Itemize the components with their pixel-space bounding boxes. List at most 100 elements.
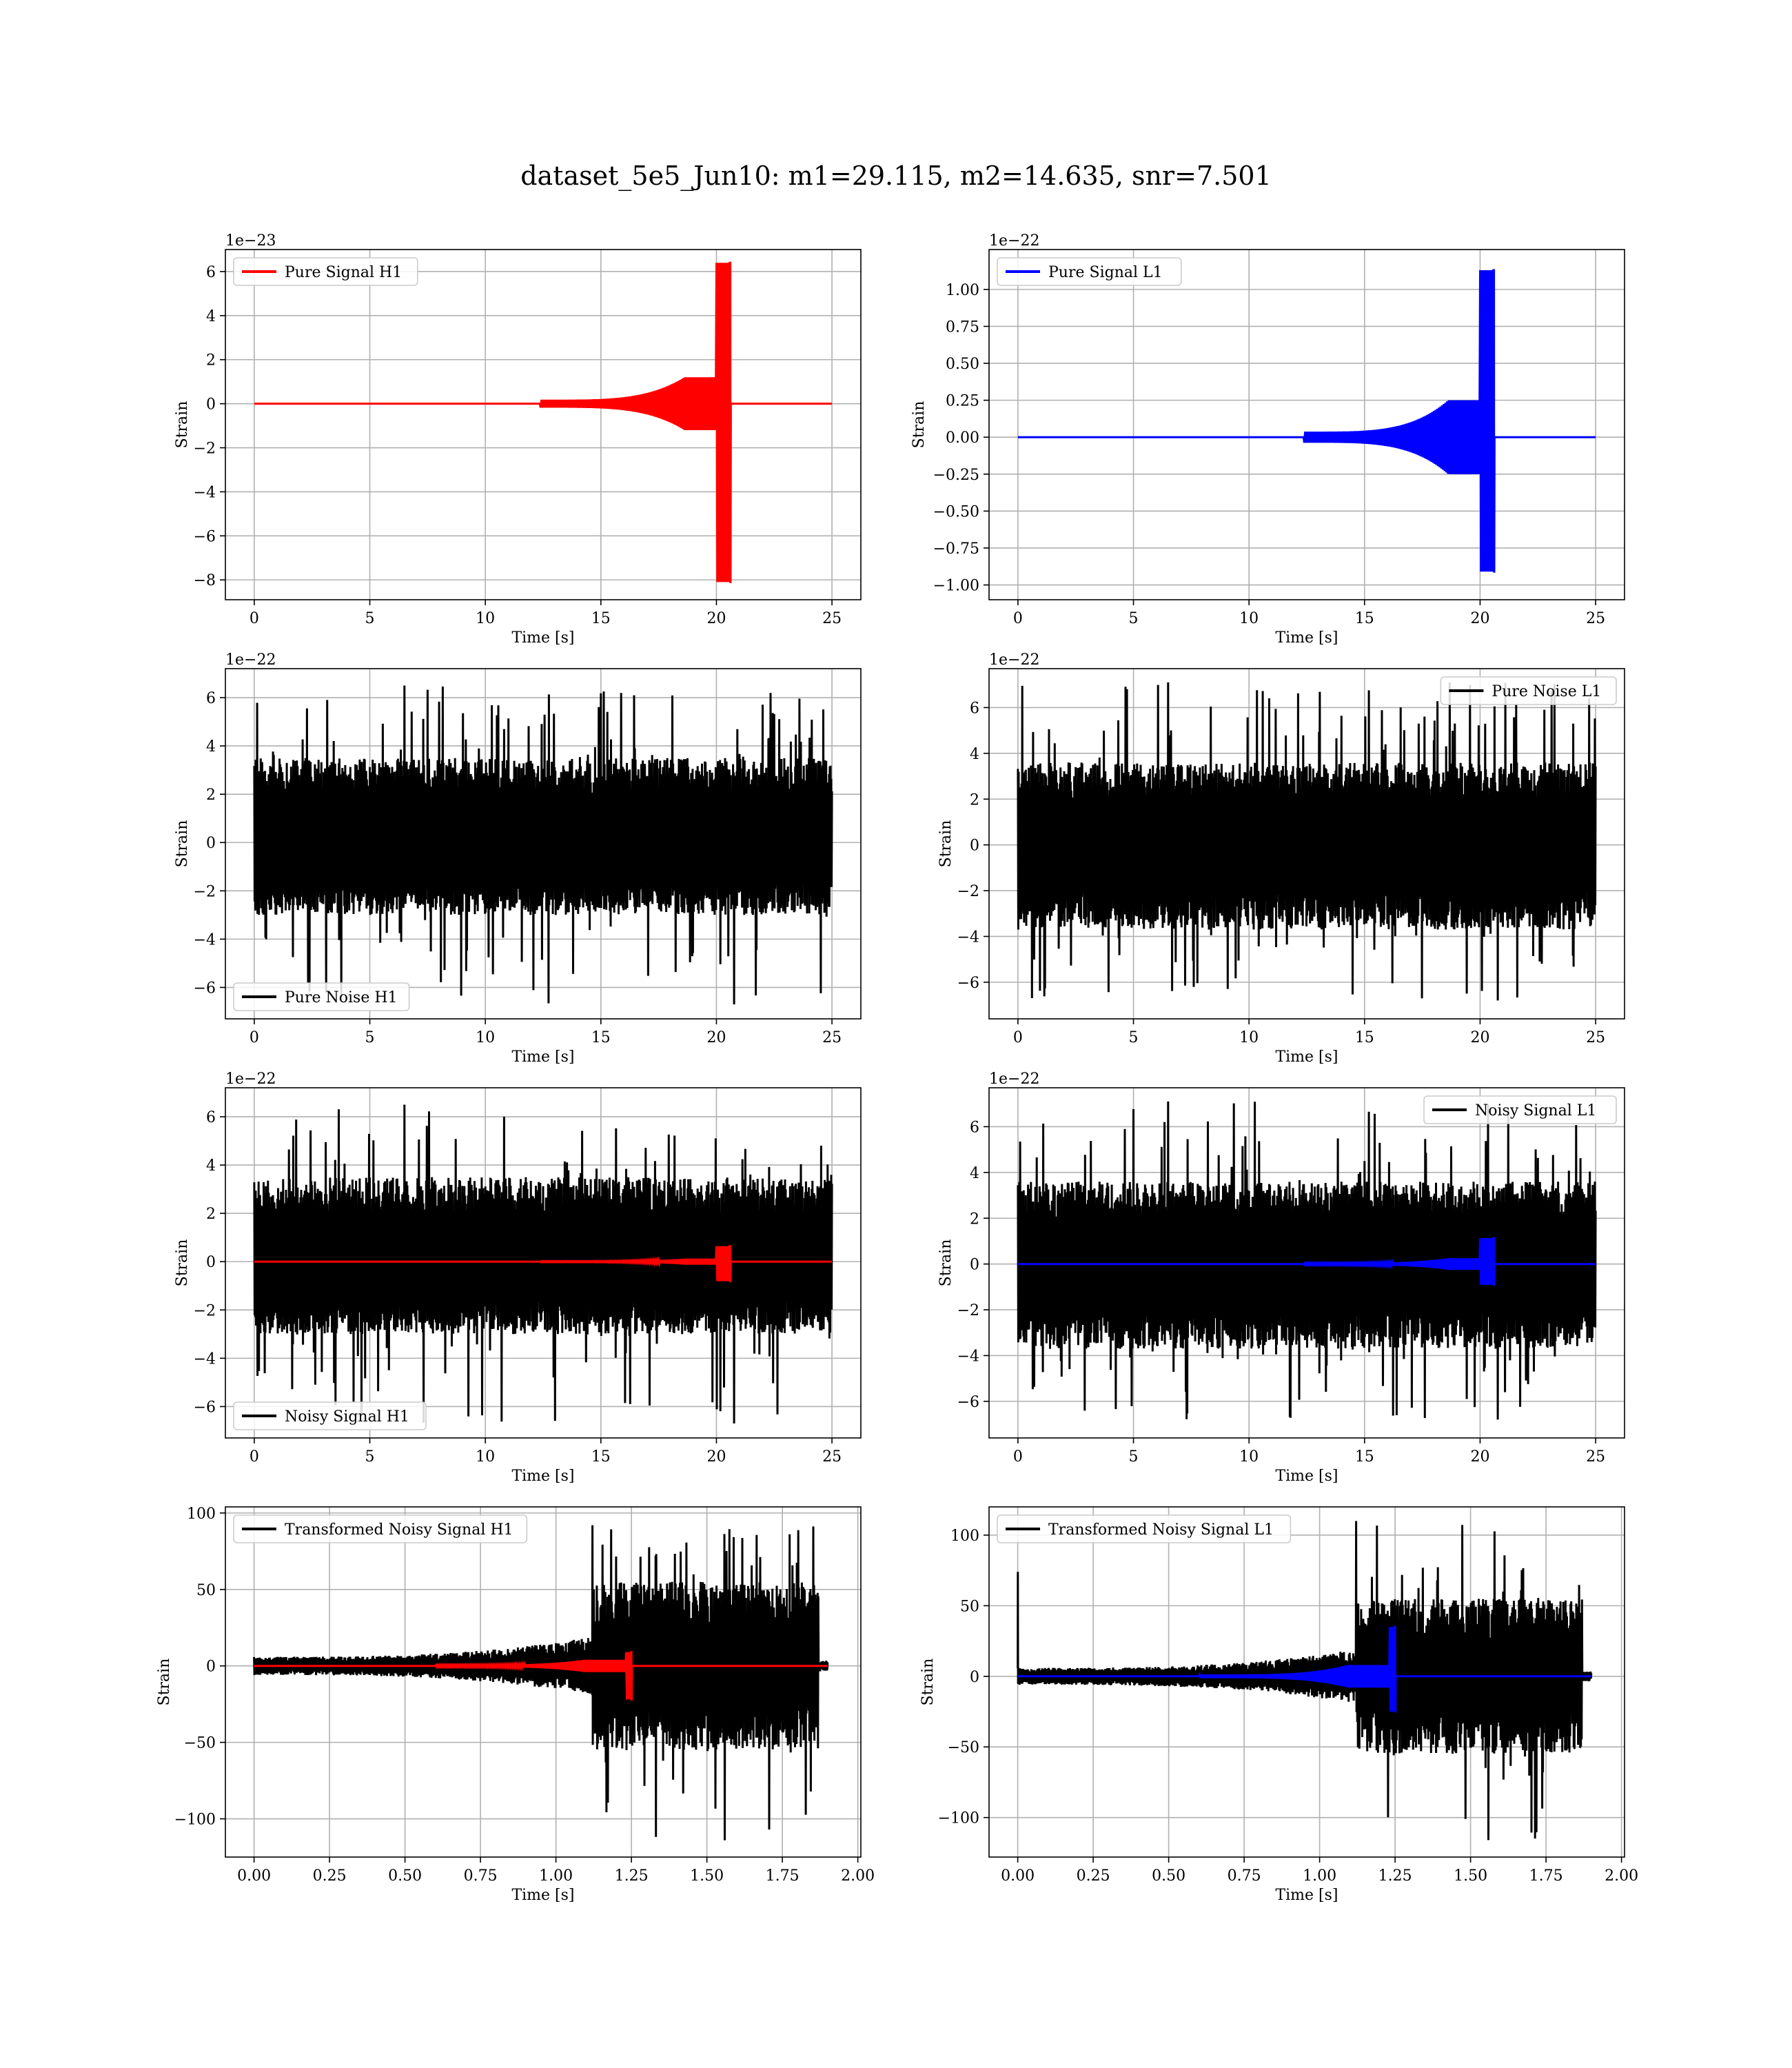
x-tick-label: 5 — [1129, 1448, 1139, 1466]
plot-area — [254, 261, 833, 583]
x-tick-label: 1.50 — [1454, 1867, 1487, 1885]
y-tick-label: −2 — [194, 1302, 216, 1319]
plot-area — [253, 1104, 833, 1424]
axis-offset-label: 1e−23 — [225, 232, 276, 250]
x-tick-label: 10 — [476, 610, 495, 627]
x-tick-label: 25 — [1586, 1029, 1605, 1046]
y-axis-label: Strain — [937, 820, 955, 868]
y-tick-label: −4 — [194, 931, 216, 949]
axes-frame — [225, 1506, 862, 1858]
y-tick-label: 0.50 — [946, 356, 979, 373]
y-tick-label: −4 — [957, 929, 979, 946]
y-tick-label: −4 — [194, 1350, 216, 1368]
y-tick-label: −2 — [194, 440, 216, 458]
y-tick-label: −6 — [194, 1399, 216, 1416]
x-tick-label: 5 — [365, 1448, 375, 1466]
subplot-pure-noise-h1: 0 5 10 15 20 25 −6 −4 −2 0 2 4 6 Time [s] Strain 1e−22 P… — [174, 651, 862, 1066]
x-tick-label: 0 — [1013, 610, 1023, 627]
y-tick-label: 50 — [960, 1598, 979, 1615]
x-axis-label: Time [s] — [511, 1048, 574, 1066]
x-tick-label: 25 — [1586, 610, 1605, 627]
y-tick-label: 2 — [970, 1210, 979, 1228]
x-tick-label: 5 — [1129, 1029, 1139, 1046]
y-axis-label: Strain — [937, 1239, 955, 1287]
y-tick-label: 100 — [950, 1528, 979, 1545]
x-tick-label: 25 — [1586, 1448, 1605, 1466]
axis-offset-label: 1e−22 — [225, 651, 276, 669]
grid — [225, 250, 861, 600]
y-tick-label: −100 — [174, 1812, 216, 1829]
x-axis-label: Time [s] — [511, 629, 574, 647]
x-tick-label: 20 — [1470, 1448, 1489, 1466]
legend-label: Pure Signal H1 — [285, 264, 402, 281]
axes-frame — [988, 668, 1625, 1020]
legend: Pure Noise H1 — [233, 982, 410, 1011]
x-tick-label: 2.00 — [841, 1867, 875, 1885]
y-axis-label: Strain — [919, 1659, 937, 1706]
subplot-transformed-noisy-signal-h1: 0.00 0.25 0.50 0.75 1.00 1.25 1.50 1.75 2.00 −100… — [156, 1506, 875, 1904]
axis-offset-label: 1e−22 — [989, 651, 1039, 669]
x-tick-label: 15 — [1355, 1029, 1374, 1046]
plot-area — [1017, 1101, 1597, 1420]
subplot-pure-signal-h1: 0 5 10 15 20 25 −8 −6 −4 −2 0 2 4 6 Time [s] Strain 1e−2… — [174, 232, 862, 647]
legend-label: Transformed Noisy Signal H1 — [285, 1521, 513, 1539]
x-tick-label: 10 — [1239, 1448, 1259, 1466]
legend: Pure Signal H1 — [233, 257, 418, 286]
x-tick-label: 1.00 — [539, 1867, 573, 1885]
x-tick-label: 15 — [591, 1448, 611, 1466]
x-axis-label: Time [s] — [1275, 1468, 1338, 1485]
y-tick-label: −8 — [194, 572, 216, 589]
x-tick-label: 15 — [1355, 1448, 1374, 1466]
y-tick-label: −0.75 — [933, 540, 979, 558]
subplot-transformed-noisy-signal-l1: 0.00 0.25 0.50 0.75 1.00 1.25 1.50 1.75 2.00 −100… — [919, 1506, 1638, 1904]
y-tick-label: 2 — [206, 352, 216, 369]
y-tick-label: 4 — [206, 308, 216, 325]
series-line-transformed-noisy-signal-h1 — [253, 1525, 829, 1841]
y-tick-label: 4 — [206, 738, 216, 756]
series-line-pure-signal-h1 — [254, 261, 833, 583]
x-tick-label: 1.25 — [615, 1867, 649, 1885]
x-axis-label: Time [s] — [1275, 1048, 1338, 1066]
y-tick-label: −1.00 — [933, 578, 979, 595]
y-tick-label: 0 — [206, 396, 216, 414]
y-tick-label: −6 — [957, 975, 979, 992]
axes-frame — [225, 668, 862, 1020]
legend-box — [1440, 676, 1617, 705]
y-tick-label: −4 — [957, 1348, 979, 1365]
legend-box — [233, 1401, 427, 1430]
x-tick-label: 15 — [591, 610, 611, 627]
x-tick-label: 25 — [822, 1448, 842, 1466]
y-tick-label: −0.50 — [933, 503, 979, 520]
x-tick-label: 0.00 — [237, 1867, 271, 1885]
legend-box — [1423, 1095, 1617, 1124]
y-tick-label: −6 — [957, 1394, 979, 1411]
x-tick-label: 1.75 — [766, 1867, 800, 1885]
axes-frame — [988, 249, 1625, 600]
x-tick-label: 0.50 — [1152, 1867, 1185, 1885]
x-tick-label: 0 — [250, 1029, 259, 1046]
legend-box — [997, 257, 1182, 286]
x-tick-label: 5 — [1129, 610, 1139, 627]
legend-label: Pure Noise H1 — [285, 989, 398, 1006]
axes-frame — [988, 1087, 1625, 1439]
series-line-overlay-1 — [1017, 1625, 1591, 1713]
x-tick-label: 5 — [365, 610, 375, 627]
y-tick-label: 0 — [206, 1659, 216, 1676]
y-axis-label: Strain — [174, 1239, 191, 1287]
y-tick-label: −50 — [948, 1739, 979, 1756]
plot-area — [253, 685, 833, 1005]
legend-label: Noisy Signal H1 — [285, 1408, 409, 1426]
y-tick-label: 0 — [970, 1669, 979, 1686]
subplot-noisy-signal-h1: 0 5 10 15 20 25 −6 −4 −2 0 2 4 6 Time [s] Strain 1e−22 N… — [174, 1071, 862, 1485]
x-tick-label: 0.50 — [388, 1867, 422, 1885]
x-tick-label: 10 — [1239, 1029, 1259, 1046]
x-axis-label: Time [s] — [1275, 629, 1338, 647]
plot-area — [1017, 682, 1597, 1001]
y-tick-label: 4 — [970, 1165, 979, 1182]
y-tick-label: 0 — [206, 1254, 216, 1271]
y-tick-label: −50 — [184, 1735, 216, 1752]
x-tick-label: 10 — [476, 1029, 495, 1046]
y-tick-label: −100 — [938, 1810, 979, 1827]
